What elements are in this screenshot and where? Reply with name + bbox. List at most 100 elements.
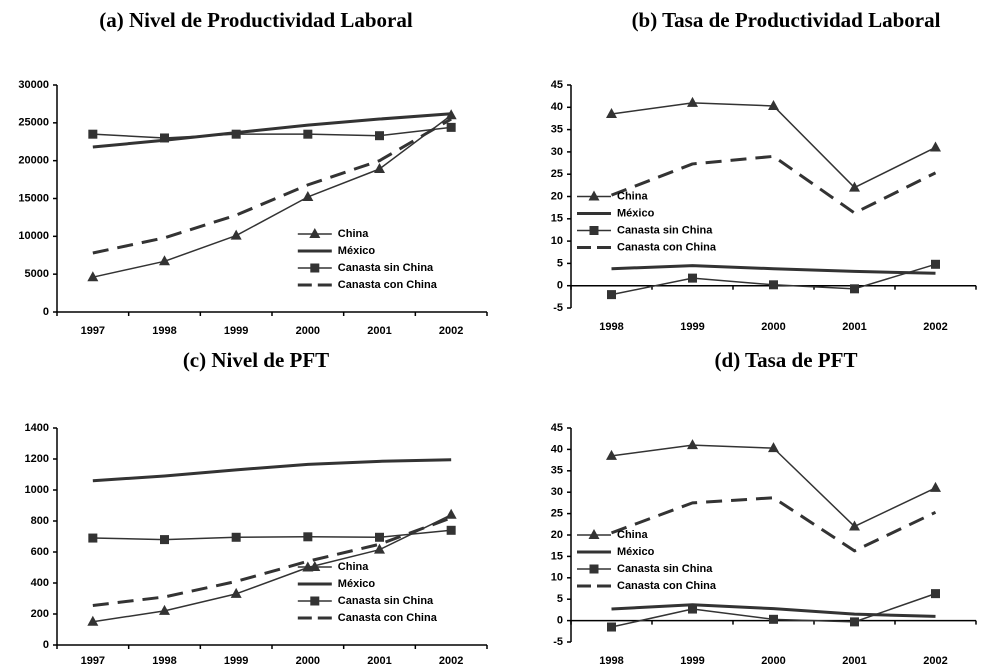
chart-title: (a) Nivel de Productividad Laboral: [99, 8, 413, 32]
marker: [160, 133, 169, 143]
marker: [374, 162, 385, 173]
y-tick-label: 1200: [25, 453, 49, 465]
marker: [589, 226, 599, 235]
marker: [88, 533, 98, 543]
legend: China México Canasta sin China Canasta con …: [577, 190, 717, 253]
y-tick-label: 200: [31, 608, 49, 620]
y-tick-label: 5000: [25, 268, 49, 280]
y-tick-label: 1400: [25, 422, 49, 434]
legend-label: Canasta sin China: [617, 563, 713, 575]
y-tick-label: 20: [551, 190, 563, 202]
marker: [303, 532, 313, 542]
marker: [768, 99, 779, 110]
series-line: [92, 114, 452, 278]
y-tick-label: 40: [551, 101, 563, 113]
chart-title: (d) Tasa de PFT: [715, 348, 858, 372]
marker: [850, 284, 859, 294]
x-tick-label: 1998: [152, 325, 176, 337]
y-tick-label: 45: [551, 79, 563, 91]
y-tick-label: 25000: [18, 117, 49, 129]
y-tick-label: -5: [553, 302, 563, 314]
marker: [850, 617, 859, 627]
legend-label: México: [338, 245, 376, 257]
marker: [302, 190, 314, 201]
y-tick-label: 30000: [18, 79, 49, 91]
y-tick-label: 15: [551, 213, 563, 225]
x-tick-label: 2002: [439, 655, 463, 667]
y-tick-label: 25: [551, 168, 563, 180]
y-tick-label: 30: [551, 486, 563, 498]
y-tick-label: 40: [551, 443, 563, 455]
marker: [688, 604, 697, 614]
x-tick-label: 1999: [680, 655, 704, 667]
legend: China México Canasta sin China Canasta con …: [577, 529, 717, 592]
x-tick-label: 2000: [296, 325, 320, 337]
series-line: [92, 126, 452, 139]
marker: [309, 561, 321, 571]
marker: [159, 604, 170, 615]
y-tick-label: 0: [43, 306, 49, 318]
marker: [589, 564, 599, 574]
x-tick-label: 1998: [152, 655, 176, 667]
legend-label: Canasta sin China: [338, 262, 434, 274]
x-tick-label: 2000: [761, 321, 785, 333]
marker: [687, 96, 698, 107]
legend: China México Canasta sin China Canasta con …: [297, 228, 438, 291]
y-tick-label: 0: [43, 639, 49, 651]
y-tick-label: 600: [31, 546, 49, 558]
y-tick-label: 25: [551, 508, 563, 520]
x-tick-label: 2002: [923, 321, 947, 333]
y-tick-label: 10: [551, 235, 563, 247]
y-tick-label: 400: [31, 577, 49, 589]
marker: [87, 615, 99, 626]
marker: [446, 122, 456, 132]
y-tick-label: 35: [551, 124, 563, 136]
x-tick-label: 1999: [224, 655, 248, 667]
marker: [159, 255, 170, 266]
series-line: [92, 458, 452, 483]
legend-label: China: [338, 561, 369, 573]
y-tick-label: 35: [551, 465, 563, 477]
legend-label: México: [617, 207, 655, 219]
series-line: [92, 514, 452, 623]
marker: [606, 449, 617, 460]
chart-title: (b) Tasa de Productividad Laboral: [632, 8, 941, 32]
x-tick-label: 2001: [842, 321, 866, 333]
marker: [769, 614, 778, 624]
marker: [768, 442, 779, 453]
marker: [930, 141, 941, 152]
y-tick-label: 800: [31, 515, 49, 527]
legend: China México Canasta sin China Canasta con …: [297, 561, 438, 624]
marker: [607, 622, 616, 632]
x-tick-label: 1998: [599, 655, 623, 667]
marker: [606, 107, 617, 118]
marker: [88, 129, 98, 139]
marker: [375, 131, 384, 141]
x-tick-label: 2001: [842, 655, 866, 667]
series-line: [92, 112, 452, 149]
x-tick-label: 1997: [81, 325, 105, 337]
legend-label: Canasta sin China: [617, 224, 713, 236]
legend-label: Canasta con China: [338, 612, 438, 624]
x-tick-label: 2001: [367, 325, 391, 337]
y-tick-label: 5: [557, 257, 563, 269]
legend-label: China: [617, 190, 648, 202]
y-tick-label: -5: [553, 636, 563, 648]
marker: [309, 228, 321, 238]
marker: [310, 263, 320, 273]
marker: [160, 535, 169, 545]
x-tick-label: 2002: [923, 655, 947, 667]
legend-label: México: [338, 578, 376, 590]
legend-label: Canasta con China: [617, 580, 717, 592]
y-tick-label: 20: [551, 529, 563, 541]
y-tick-label: 15: [551, 550, 563, 562]
x-tick-label: 1997: [81, 655, 105, 667]
series-line: [611, 264, 936, 275]
chart-title: (c) Nivel de PFT: [183, 348, 329, 372]
marker: [588, 529, 600, 539]
marker: [445, 508, 457, 519]
x-tick-label: 2000: [296, 655, 320, 667]
x-tick-label: 2001: [367, 655, 391, 667]
x-tick-label: 1998: [599, 321, 623, 333]
